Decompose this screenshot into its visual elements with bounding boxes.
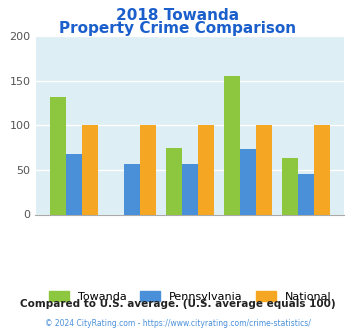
Bar — [298, 175, 314, 215]
Bar — [165, 148, 182, 214]
Bar — [314, 125, 330, 214]
Text: Property Crime Comparison: Property Crime Comparison — [59, 21, 296, 36]
Bar — [182, 164, 198, 214]
Bar — [240, 149, 256, 214]
Bar — [198, 125, 214, 214]
Bar — [82, 125, 98, 214]
Bar — [124, 164, 140, 214]
Bar — [66, 154, 82, 214]
Text: 2018 Towanda: 2018 Towanda — [116, 8, 239, 23]
Bar — [50, 97, 66, 214]
Text: Compared to U.S. average. (U.S. average equals 100): Compared to U.S. average. (U.S. average … — [20, 299, 335, 309]
Bar — [224, 77, 240, 215]
Bar — [140, 125, 156, 214]
Bar — [256, 125, 272, 214]
Bar — [282, 158, 298, 215]
Text: © 2024 CityRating.com - https://www.cityrating.com/crime-statistics/: © 2024 CityRating.com - https://www.city… — [45, 319, 310, 328]
Legend: Towanda, Pennsylvania, National: Towanda, Pennsylvania, National — [49, 291, 331, 302]
